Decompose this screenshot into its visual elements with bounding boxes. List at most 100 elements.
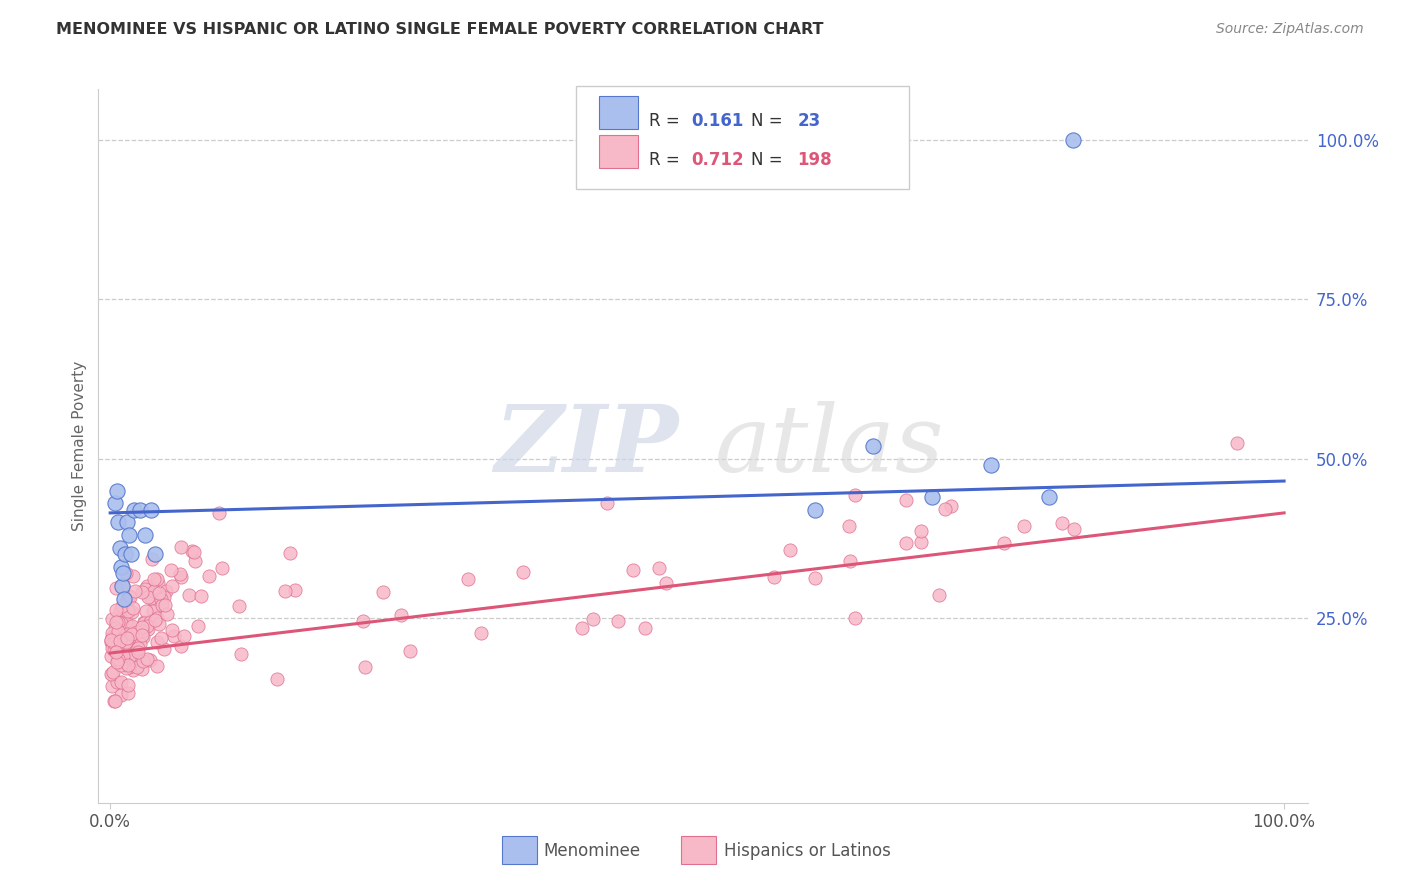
Point (141, 502, 163, 516)
Point (103, 636, 125, 650)
Point (117, 658, 139, 673)
Point (183, 545, 205, 559)
Point (803, 571, 825, 585)
Point (110, 658, 132, 673)
Point (163, 629, 186, 643)
Point (633, 621, 655, 635)
Point (117, 678, 139, 692)
Point (118, 528, 141, 542)
Point (108, 541, 131, 555)
Point (122, 502, 145, 516)
Point (118, 631, 141, 645)
Point (127, 651, 149, 665)
Point (114, 657, 136, 672)
Point (111, 655, 134, 669)
Point (844, 488, 866, 502)
Text: 198: 198 (797, 152, 832, 169)
Point (131, 624, 153, 638)
Point (101, 640, 124, 655)
Point (844, 611, 866, 625)
Point (134, 528, 156, 542)
Point (104, 615, 127, 630)
Point (136, 652, 159, 666)
Point (108, 613, 131, 627)
Point (110, 615, 132, 630)
Text: Source: ZipAtlas.com: Source: ZipAtlas.com (1216, 22, 1364, 37)
Point (655, 575, 678, 590)
Point (803, 502, 825, 516)
Point (146, 658, 169, 673)
Point (112, 607, 135, 622)
Point (103, 631, 125, 645)
Point (1012, 518, 1035, 533)
Point (155, 583, 177, 598)
FancyBboxPatch shape (599, 135, 638, 169)
Point (138, 590, 160, 604)
Point (104, 496, 127, 510)
Point (131, 584, 153, 599)
Text: MENOMINEE VS HISPANIC OR LATINO SINGLE FEMALE POVERTY CORRELATION CHART: MENOMINEE VS HISPANIC OR LATINO SINGLE F… (56, 22, 824, 37)
Point (100, 635, 122, 649)
Point (110, 675, 132, 690)
Point (105, 655, 128, 669)
Point (152, 641, 174, 656)
Point (149, 591, 172, 606)
FancyBboxPatch shape (576, 86, 908, 189)
Point (127, 645, 149, 659)
Point (862, 439, 884, 453)
Point (120, 620, 142, 634)
Point (105, 581, 128, 595)
Point (107, 652, 129, 666)
Point (373, 584, 395, 599)
Point (117, 631, 139, 645)
Point (101, 630, 124, 644)
Point (146, 572, 169, 586)
Point (128, 638, 150, 652)
Point (156, 607, 179, 622)
Point (117, 685, 139, 699)
Point (111, 579, 134, 593)
Text: R =: R = (648, 112, 679, 130)
Point (104, 694, 127, 708)
Point (150, 632, 173, 646)
Point (143, 572, 166, 586)
Point (170, 570, 193, 584)
Point (121, 606, 143, 620)
Point (105, 674, 128, 689)
Point (100, 648, 122, 663)
Point (100, 612, 122, 626)
Point (896, 492, 918, 507)
Point (169, 540, 191, 554)
Point (470, 626, 492, 640)
Point (266, 673, 288, 687)
Point (211, 561, 233, 575)
Point (134, 582, 156, 596)
Point (160, 563, 183, 577)
Point (115, 627, 138, 641)
Point (122, 663, 145, 677)
Point (148, 585, 170, 599)
Point (582, 612, 605, 626)
Point (117, 604, 139, 618)
Point (107, 624, 129, 638)
Point (457, 572, 479, 586)
Point (181, 544, 204, 558)
Text: ZIP: ZIP (495, 401, 679, 491)
Point (103, 643, 125, 657)
Point (110, 560, 132, 574)
Point (108, 648, 131, 662)
Point (131, 630, 153, 644)
Point (139, 591, 162, 605)
Point (115, 516, 138, 530)
Point (146, 635, 169, 649)
Point (184, 554, 207, 568)
Text: Hispanics or Latinos: Hispanics or Latinos (724, 842, 890, 860)
Point (512, 565, 534, 579)
Point (101, 679, 124, 693)
Point (100, 633, 122, 648)
Point (1050, 516, 1073, 530)
Point (136, 619, 159, 633)
Point (190, 589, 212, 603)
Point (187, 619, 209, 633)
Point (125, 624, 148, 639)
